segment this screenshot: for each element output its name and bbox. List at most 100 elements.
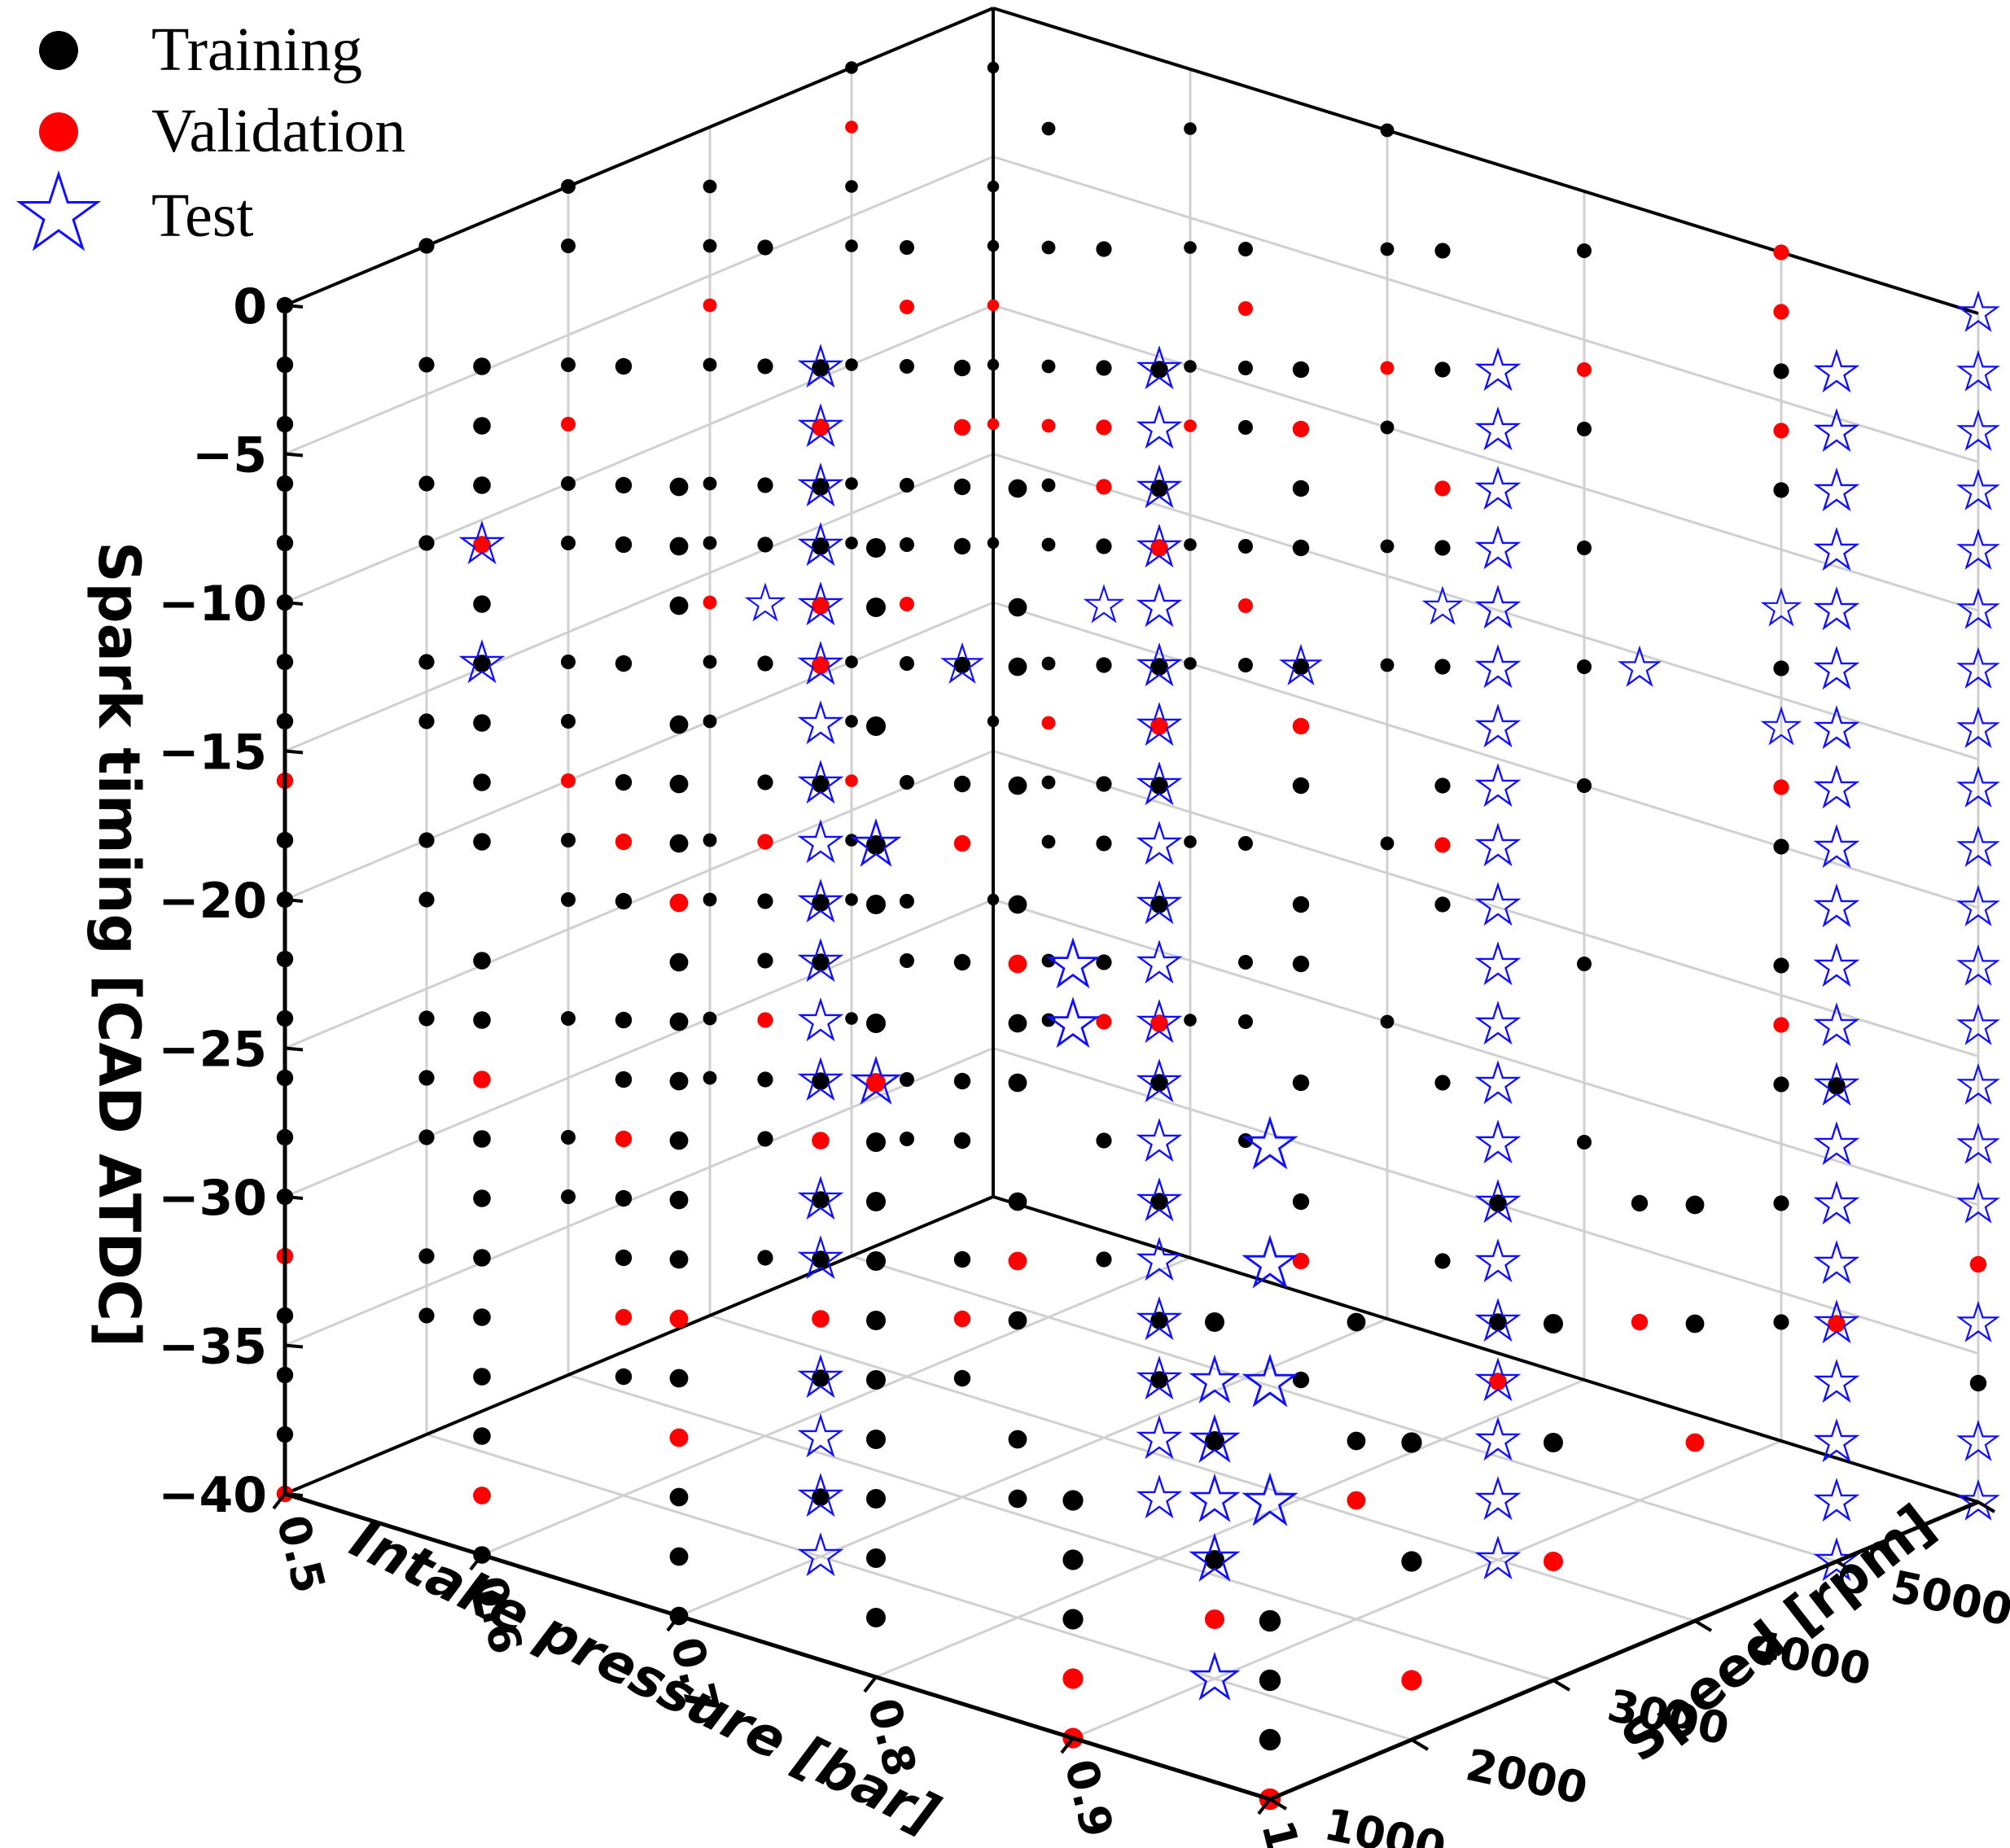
point-training (1489, 1194, 1507, 1212)
point-training (703, 892, 717, 907)
point-training (1150, 658, 1168, 676)
tick-y (1268, 1798, 1288, 1811)
point-training (473, 417, 491, 435)
point-training (1184, 538, 1197, 551)
point-training (473, 952, 491, 970)
tick-labels: 0−5−10−15−20−25−30−35−400.50.60.70.80.9 1… (158, 278, 2010, 1848)
point-training (866, 835, 886, 855)
point-training (1969, 1374, 1987, 1392)
point-training (1238, 955, 1253, 970)
point-training (1292, 1371, 1310, 1389)
point-training (953, 1072, 971, 1090)
point-test (1478, 1539, 1518, 1577)
point-training (812, 894, 830, 912)
point-training (1292, 361, 1310, 379)
point-training (1008, 1311, 1027, 1330)
point-training (757, 477, 773, 493)
point-training (1205, 1312, 1224, 1332)
point-training (757, 774, 773, 790)
axis-edge-top-right (992, 7, 1979, 315)
point-training (1577, 778, 1592, 793)
point-training (1773, 660, 1789, 677)
point-validation (669, 893, 689, 913)
point-validation (1292, 420, 1310, 438)
tick-z (284, 1195, 304, 1200)
point-training (1096, 538, 1112, 554)
point-training (1096, 657, 1112, 673)
point-training (866, 1132, 886, 1152)
point-test (1816, 946, 1857, 984)
point-training (1238, 420, 1253, 435)
point-training (812, 478, 830, 496)
point-training (473, 1130, 491, 1148)
point-validation (845, 774, 858, 787)
point-training (1434, 540, 1451, 556)
point-test (1478, 1479, 1518, 1517)
point-training (1259, 1728, 1281, 1751)
point-training (1008, 895, 1027, 914)
point-training (1205, 1550, 1224, 1570)
gridline-y-floor (709, 1314, 1696, 1622)
point-training (418, 1248, 435, 1264)
point-training (953, 1132, 971, 1150)
point-training (1184, 122, 1197, 135)
point-training (1380, 1014, 1395, 1029)
x-axis-title: Intake pressure [bar] (341, 1508, 948, 1846)
point-training (473, 714, 491, 732)
point-training (1259, 1669, 1281, 1692)
point-training (418, 238, 435, 254)
point-training (812, 953, 830, 971)
point-validation (669, 1309, 689, 1329)
point-training (1008, 479, 1027, 498)
point-test (1478, 1241, 1518, 1280)
point-test (1816, 1362, 1857, 1400)
point-test (1049, 941, 1097, 986)
point-test (800, 1535, 841, 1574)
point-test (1139, 1478, 1180, 1516)
point-training (473, 1427, 491, 1445)
point-validation (1292, 1252, 1310, 1270)
tick-label-z: −35 (158, 1319, 267, 1376)
point-training (953, 1369, 971, 1387)
point-training (473, 655, 491, 672)
point-validation (900, 597, 914, 611)
gridline-z-right (992, 453, 1979, 760)
point-training (669, 952, 689, 972)
point-training (1380, 242, 1395, 256)
point-test (1192, 1655, 1237, 1697)
point-validation (473, 1071, 491, 1088)
point-validation (812, 1132, 830, 1150)
point-training (900, 478, 914, 493)
point-training (900, 775, 914, 790)
point-training (1292, 896, 1310, 913)
point-training (669, 834, 689, 853)
point-training (845, 180, 858, 193)
point-training (1292, 1074, 1310, 1092)
point-training (900, 1132, 914, 1146)
point-validation (953, 834, 971, 852)
point-training (473, 773, 491, 791)
point-training (418, 1070, 435, 1086)
tick-z (284, 898, 304, 903)
axis-frame (284, 7, 1979, 1504)
point-training (1828, 1077, 1846, 1095)
point-training (418, 891, 435, 908)
point-validation (1773, 1017, 1789, 1033)
point-training (845, 358, 858, 371)
point-test (1816, 411, 1857, 449)
point-training (1380, 658, 1395, 672)
point-validation (1008, 1251, 1027, 1271)
legend-marker-training (39, 31, 78, 70)
point-test (800, 822, 841, 861)
point-validation (615, 1308, 633, 1326)
point-training (1041, 834, 1056, 849)
point-training (1773, 1076, 1789, 1093)
point-training (615, 1011, 633, 1029)
gridline-z-right (992, 750, 1979, 1058)
point-training (845, 655, 858, 668)
point-validation (561, 773, 576, 788)
point-training (866, 1489, 886, 1509)
point-training (1773, 957, 1789, 974)
point-training (866, 1608, 886, 1627)
point-training (615, 1249, 633, 1267)
